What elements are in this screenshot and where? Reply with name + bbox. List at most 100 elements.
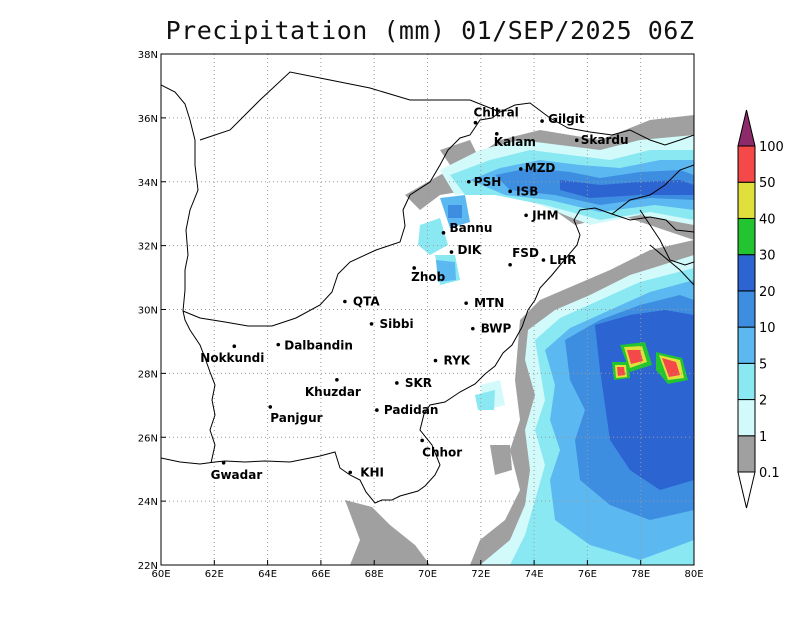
y-tick-label: 26N	[138, 433, 158, 444]
colorbar-box-40	[737, 181, 756, 219]
y-tick-label: 34N	[138, 178, 158, 189]
city-sibbi: Sibbi	[369, 317, 414, 331]
city-label: LHR	[549, 253, 576, 267]
city-label: RYK	[443, 354, 470, 368]
city-marker	[369, 322, 374, 326]
colorbar-box-5	[737, 326, 756, 364]
colorbar-label: 0.1	[759, 466, 780, 481]
colorbar-label: 1	[759, 430, 767, 445]
city-marker	[494, 132, 499, 136]
city-marker	[420, 438, 424, 443]
city-ryk: RYK	[433, 354, 471, 368]
city-kalam: Kalam	[494, 132, 536, 149]
city-nokkundi: Nokkundi	[200, 344, 264, 365]
colorbar-label: 50	[759, 176, 776, 191]
map-title: Precipitation (mm) 01/SEP/2025 06Z	[165, 16, 695, 45]
city-marker	[449, 250, 454, 254]
city-zhob: Zhob	[411, 266, 446, 284]
city-marker	[508, 189, 512, 194]
city-marker	[343, 299, 347, 304]
city-label: Gwadar	[211, 468, 263, 482]
city-label: DIK	[457, 243, 481, 257]
city-marker	[268, 405, 273, 409]
city-panjgur: Panjgur	[268, 405, 323, 425]
city-marker	[348, 470, 353, 475]
city-gwadar: Gwadar	[211, 461, 263, 482]
city-dik: DIK	[449, 243, 482, 257]
city-label: KHI	[360, 465, 384, 479]
city-bwp: BWP	[471, 322, 512, 336]
city-label: ISB	[516, 184, 538, 198]
x-tick-label: 68E	[365, 569, 384, 580]
y-tick-label: 36N	[138, 114, 158, 125]
city-isb: ISB	[508, 184, 538, 198]
afghanistan-west-border	[161, 84, 199, 312]
colorbar-box-50	[737, 145, 756, 183]
city-label: PSH	[474, 175, 501, 189]
city-mzd: MZD	[518, 161, 556, 175]
city-label: Kalam	[494, 135, 536, 149]
pakistan-border	[161, 207, 694, 504]
city-marker	[540, 119, 544, 123]
colorbar-box-0.1	[737, 435, 756, 473]
city-label: Sibbi	[380, 317, 414, 331]
x-tick-label: 66E	[311, 569, 330, 580]
x-tick-label: 64E	[258, 569, 277, 580]
city-marker	[471, 326, 475, 331]
city-labels: Chitral Gilgit Kalam Skardu MZD PSH ISB JHM Bann…	[200, 106, 628, 482]
colorbar-label: 10	[759, 321, 776, 336]
x-tick-label: 78E	[631, 569, 650, 580]
lat-lon-grid	[161, 54, 694, 565]
city-label: Bannu	[449, 221, 492, 235]
x-tick-label: 80E	[684, 569, 703, 580]
city-dalbandin: Dalbandin	[276, 339, 353, 353]
city-label: SKR	[405, 376, 432, 390]
city-label: Nokkundi	[200, 351, 264, 365]
city-label: Skardu	[581, 133, 629, 147]
city-marker	[276, 342, 281, 347]
colorbar-legend: 0.1 1 2 5 10 20 30 40 50 100	[737, 109, 784, 509]
city-marker	[221, 461, 226, 465]
city-label: Chitral	[473, 106, 518, 120]
colorbar-box-2	[737, 362, 756, 401]
city-bannu: Bannu	[441, 221, 492, 235]
city-khi: KHI	[348, 465, 384, 479]
city-label: BWP	[481, 322, 512, 336]
colorbar-label: 100	[759, 140, 784, 155]
city-marker	[541, 258, 546, 262]
precip-band-20	[560, 180, 694, 490]
y-tick-label: 38N	[138, 50, 158, 61]
city-jhm: JHM	[524, 208, 559, 222]
iran-pakistan-border	[182, 310, 216, 464]
colorbar-label: 40	[759, 212, 776, 227]
city-label: Padidan	[384, 403, 439, 417]
colorbar-top-triangle	[737, 109, 756, 147]
city-label: Chhor	[422, 445, 462, 459]
china-border	[629, 129, 694, 146]
colorbar-box-30	[737, 217, 756, 256]
y-tick-label: 28N	[138, 369, 158, 380]
city-label: MTN	[474, 296, 504, 310]
city-marker	[518, 167, 523, 171]
x-tick-label: 70E	[418, 569, 437, 580]
city-label: Gilgit	[548, 112, 585, 126]
y-tick-label: 32N	[138, 242, 158, 253]
city-padidan: Padidan	[375, 403, 438, 417]
city-chitral: Chitral	[473, 106, 519, 125]
city-label: MZD	[525, 161, 556, 175]
colorbar-box-20	[737, 254, 756, 292]
city-marker	[473, 120, 478, 125]
colorbar-bottom-triangle	[737, 471, 756, 509]
city-skardu: Skardu	[574, 133, 629, 147]
city-marker	[335, 377, 339, 382]
city-skr: SKR	[395, 376, 432, 390]
city-label: FSD	[512, 246, 539, 260]
city-marker	[441, 231, 446, 235]
city-marker	[508, 262, 512, 267]
city-label: Dalbandin	[284, 339, 353, 353]
city-label: Zhob	[411, 270, 445, 284]
x-axis-ticks: 60E 62E 64E 66E 68E 70E 72E 74E 76E 78E 80E	[151, 560, 704, 580]
y-axis-ticks: 22N 24N 26N 28N 30N 32N 34N 36N 38N	[138, 50, 166, 572]
city-label: Panjgur	[270, 411, 322, 425]
